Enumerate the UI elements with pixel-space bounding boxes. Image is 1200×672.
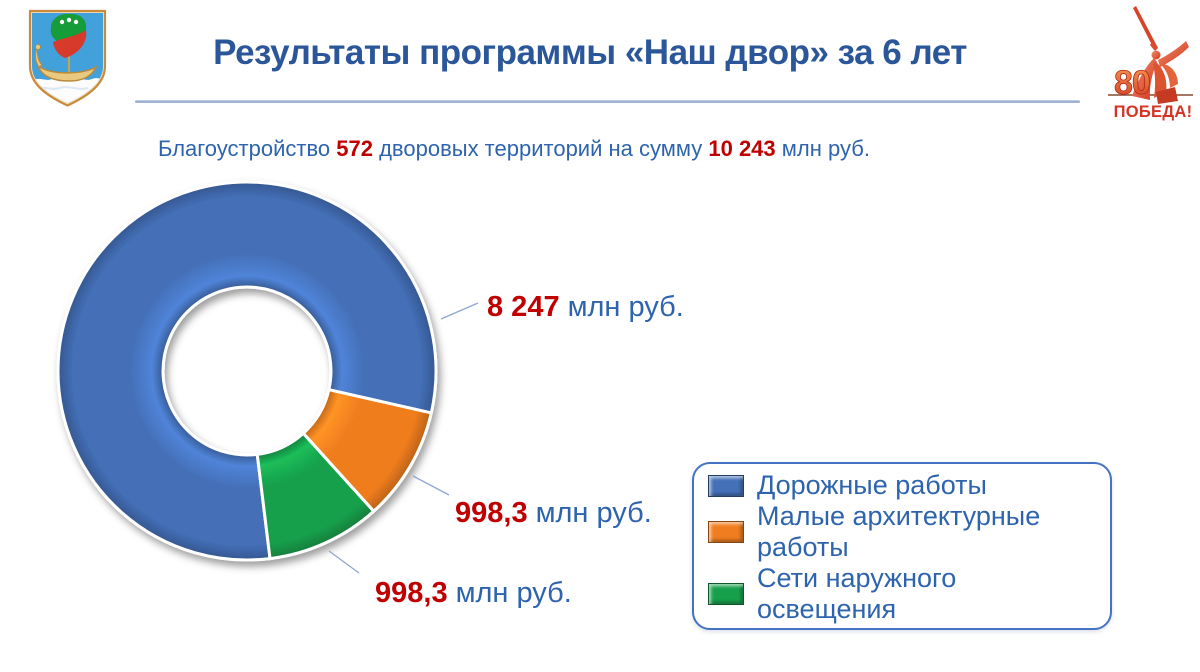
legend-label: Дорожные работы [757,470,987,500]
legend-item-lighting: Сети наружного освещения [708,563,1100,625]
value-unit: млн руб. [535,497,652,529]
donut-slice-2 [255,431,376,561]
leader-line-green [328,550,360,574]
chart-value-label-maf: 998,3 млн руб. [455,497,652,530]
subtitle-total-sum: 10 243 [708,136,776,161]
chart-value-label-lighting: 998,3 млн руб. [375,577,572,610]
subtitle-text: Благоустройство [158,136,337,161]
legend-swatch-green [708,583,744,605]
logo-80-text: 80 [1114,64,1150,102]
subtitle-yards-count: 572 [336,136,373,161]
legend-swatch-blue [708,474,744,497]
donut-slice-0 [56,180,438,562]
victory-80-logo: 80 ПОБЕДА! [1108,6,1193,121]
coat-of-arms-logo [28,9,107,107]
value-number: 8 247 [487,291,560,323]
legend-label: Малые архитектурные работы [757,501,1041,562]
legend-item-maf: Малые архитектурные работы [708,501,1100,563]
legend-swatch-orange [708,521,744,543]
subtitle-text: млн руб. [775,136,870,161]
logo-pobeda-text: ПОБЕДА! [1114,103,1193,121]
legend-item-roads: Дорожные работы [708,470,1100,501]
header-divider [135,100,1080,103]
subtitle-text: дворовых территорий на сумму [372,136,709,161]
chart-value-label-roads: 8 247 млн руб. [487,291,684,324]
subtitle: Благоустройство 572 дворовых территорий … [158,136,870,162]
leader-line-blue [440,302,479,320]
value-number: 998,3 [455,497,528,529]
shield-emblem [32,13,103,103]
value-unit: млн руб. [455,577,572,609]
motherland-statue-icon [1132,6,1189,104]
leader-line-orange [412,475,450,496]
value-number: 998,3 [375,577,448,609]
donut-chart [56,180,479,574]
legend-label: Сети наружного освещения [757,563,957,624]
page-title: Результаты программы «Наш двор» за 6 лет [213,33,967,72]
value-unit: млн руб. [567,291,684,323]
chart-legend: Дорожные работы Малые архитектурные рабо… [692,462,1112,630]
